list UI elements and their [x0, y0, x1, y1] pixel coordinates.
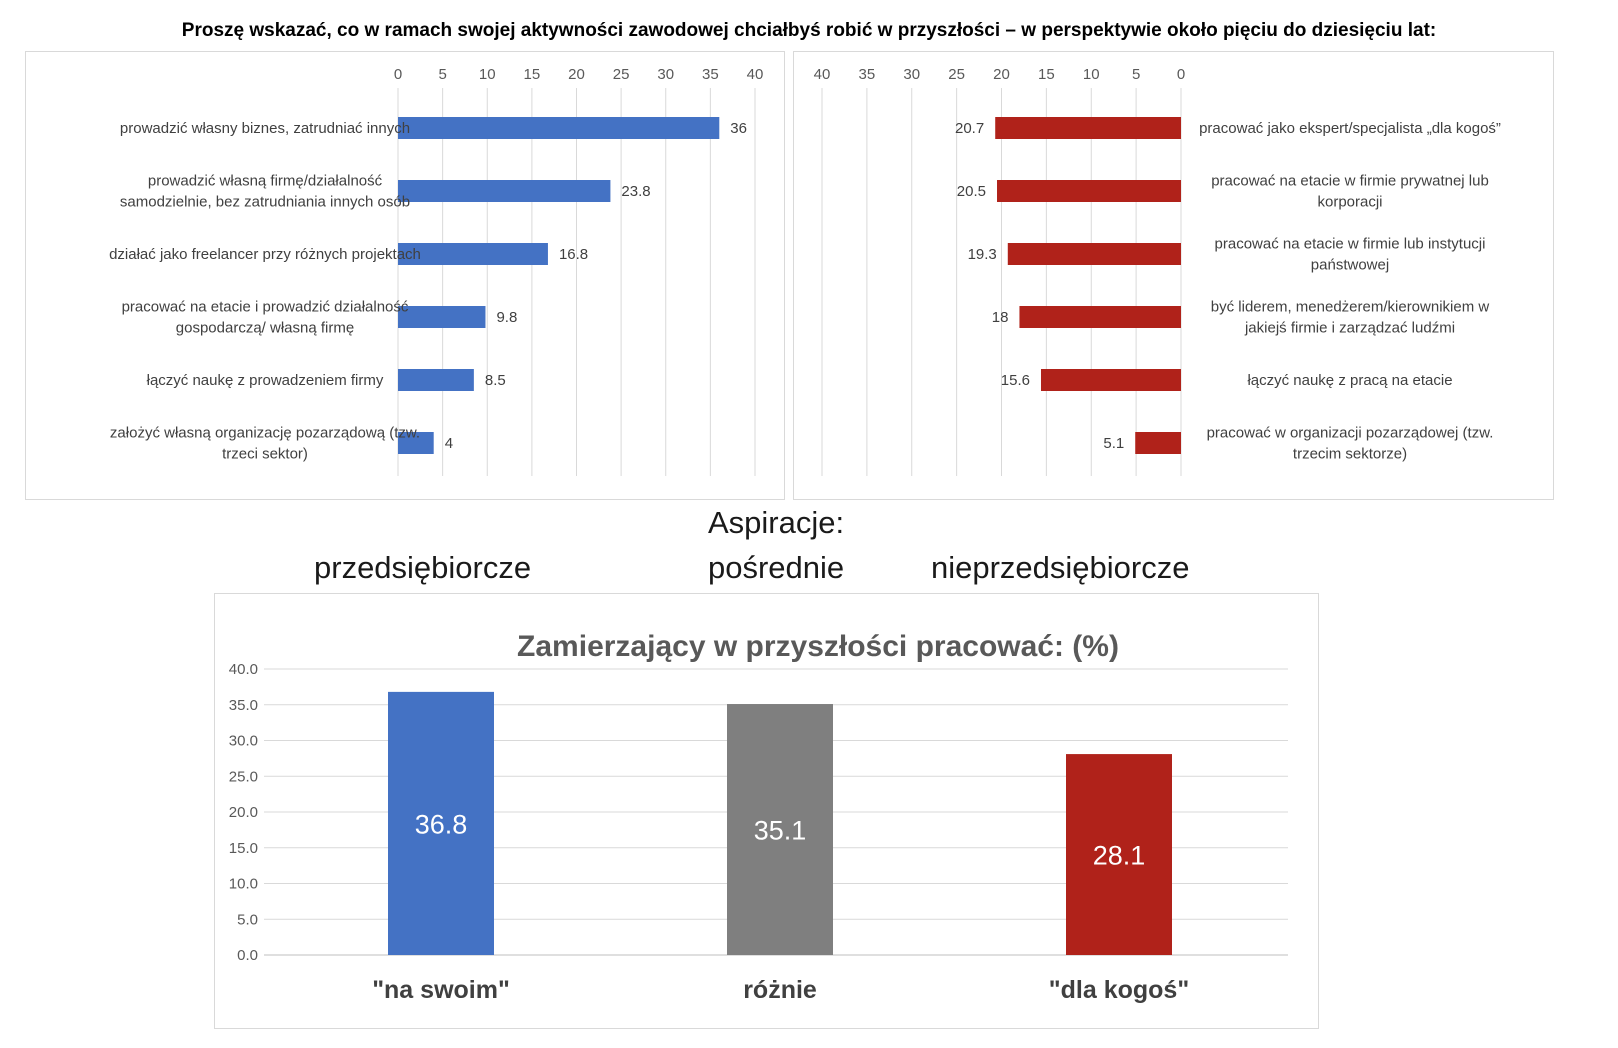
data-label: 20.7: [955, 120, 984, 137]
data-label: 5.1: [1103, 435, 1124, 452]
y-tick-label: 40.0: [229, 661, 258, 678]
category-label: założyć własną organizację pozarządową (…: [110, 425, 420, 442]
aspirations-left-label: przedsiębiorcze: [314, 550, 532, 585]
y-tick-label: 25.0: [229, 768, 258, 785]
category-label: jakiejś firmie i zarządzać ludźmi: [1244, 320, 1455, 337]
category-label: pracować na etacie w firmie lub instytuc…: [1215, 236, 1486, 253]
x-tick-label: 10: [479, 66, 496, 83]
category-label: prowadzić własny biznes, zatrudniać inny…: [120, 120, 410, 137]
data-label: 35.1: [754, 816, 807, 846]
aspirations-mid-label: pośrednie: [708, 550, 845, 585]
category-label: korporacji: [1317, 194, 1382, 211]
bar: [1040, 369, 1181, 391]
category-label: trzeci sektor): [222, 446, 308, 463]
bar: [997, 180, 1181, 202]
data-label: 20.5: [957, 183, 986, 200]
category-label: gospodarczą/ własną firmę: [176, 320, 354, 337]
x-tick-label: 30: [903, 66, 920, 83]
bar: [398, 369, 474, 391]
category-label: łączyć naukę z pracą na etacie: [1247, 372, 1452, 389]
data-label: 28.1: [1093, 841, 1146, 871]
x-tick-label: 0: [394, 66, 402, 83]
data-label: 23.8: [621, 183, 650, 200]
data-label: 36.8: [415, 809, 468, 839]
y-tick-label: 15.0: [229, 840, 258, 857]
data-label: 9.8: [496, 309, 517, 326]
data-label: 15.6: [1001, 372, 1030, 389]
category-label: być liderem, menedżerem/kierownikiem w: [1211, 299, 1490, 316]
x-tick-label: 40: [747, 66, 764, 83]
data-label: 16.8: [559, 246, 588, 263]
bar: [398, 117, 720, 139]
data-label: 18: [992, 309, 1009, 326]
y-tick-label: 5.0: [237, 911, 258, 928]
bar: [398, 432, 434, 454]
y-tick-label: 35.0: [229, 697, 258, 714]
category-label: "dla kogoś": [1049, 976, 1189, 1004]
bar: [398, 243, 548, 265]
bar: [995, 117, 1181, 139]
category-label: łączyć naukę z prowadzeniem firmy: [147, 372, 384, 389]
category-label: pracować w organizacji pozarządowej (tzw…: [1207, 425, 1494, 442]
category-label: pracować na etacie w firmie prywatnej lu…: [1211, 173, 1489, 190]
bar: [1007, 243, 1181, 265]
category-label: pracować na etacie i prowadzić działalno…: [122, 299, 409, 316]
bar: [388, 691, 494, 955]
x-tick-label: 5: [438, 66, 446, 83]
category-label: samodzielnie, bez zatrudniania innych os…: [120, 194, 410, 211]
category-label: różnie: [743, 976, 817, 1004]
x-tick-label: 5: [1132, 66, 1140, 83]
x-tick-label: 30: [657, 66, 674, 83]
y-tick-label: 20.0: [229, 804, 258, 821]
data-label: 4: [445, 435, 453, 452]
x-tick-label: 15: [524, 66, 541, 83]
bar: [398, 180, 611, 202]
y-tick-label: 0.0: [237, 947, 258, 964]
y-tick-label: 10.0: [229, 876, 258, 893]
figure-title: Proszę wskazać, co w ramach swojej aktyw…: [181, 20, 1437, 41]
x-tick-label: 20: [993, 66, 1010, 83]
data-label: 8.5: [485, 372, 506, 389]
x-tick-label: 10: [1083, 66, 1100, 83]
bar: [1019, 306, 1181, 328]
chart-title: Zamierzający w przyszłości pracować: (%): [517, 630, 1119, 663]
aspirations-right-label: nieprzedsiębiorcze: [931, 550, 1190, 585]
bar: [1066, 754, 1172, 955]
category-label: trzecim sektorze): [1293, 446, 1407, 463]
y-tick-label: 30.0: [229, 733, 258, 750]
x-tick-label: 0: [1177, 66, 1185, 83]
category-label: państwowej: [1311, 257, 1389, 274]
x-tick-label: 35: [702, 66, 719, 83]
data-label: 36: [730, 120, 747, 137]
x-tick-label: 35: [859, 66, 876, 83]
x-tick-label: 25: [948, 66, 965, 83]
category-label: pracować jako ekspert/specjalista „dla k…: [1199, 120, 1501, 137]
data-label: 19.3: [968, 246, 997, 263]
x-tick-label: 15: [1038, 66, 1055, 83]
category-label: działać jako freelancer przy różnych pro…: [109, 246, 421, 263]
x-tick-label: 40: [814, 66, 831, 83]
x-tick-label: 20: [568, 66, 585, 83]
x-tick-label: 25: [613, 66, 630, 83]
bar: [727, 704, 833, 955]
aspirations-title: Aspiracje:: [708, 505, 845, 540]
category-label: prowadzić własną firmę/działalność: [148, 173, 383, 190]
bar: [398, 306, 486, 328]
category-label: "na swoim": [372, 976, 510, 1004]
bar: [1135, 432, 1181, 454]
